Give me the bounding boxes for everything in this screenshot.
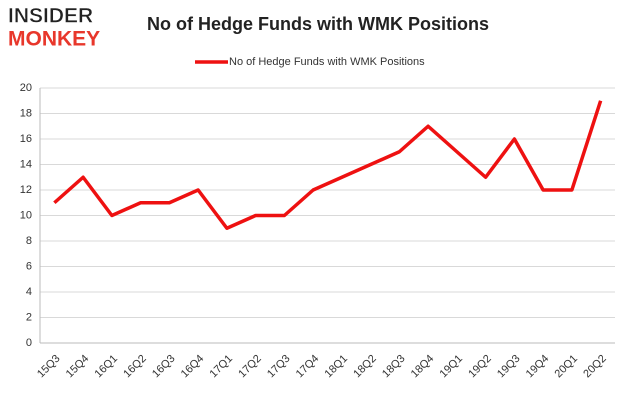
logo-top: INSIDER — [8, 5, 93, 28]
y-tick-label: 4 — [26, 286, 32, 298]
y-tick-label: 8 — [26, 235, 32, 247]
y-tick-label: 18 — [20, 107, 32, 119]
series-line — [53, 100, 603, 230]
y-tick-label: 12 — [20, 184, 32, 196]
legend-label: No of Hedge Funds with WMK Positions — [229, 56, 425, 68]
y-tick-label: 10 — [20, 209, 32, 221]
y-tick-label: 2 — [26, 311, 32, 323]
y-tick-label: 20 — [20, 82, 32, 94]
logo-bottom: MONKEY — [8, 28, 100, 51]
chart-title: No of Hedge Funds with WMK Positions — [147, 14, 489, 34]
y-tick-label: 0 — [26, 337, 32, 349]
y-tick-label: 16 — [20, 133, 32, 145]
y-tick-label: 14 — [20, 158, 32, 170]
y-tick-label: 6 — [26, 260, 32, 272]
